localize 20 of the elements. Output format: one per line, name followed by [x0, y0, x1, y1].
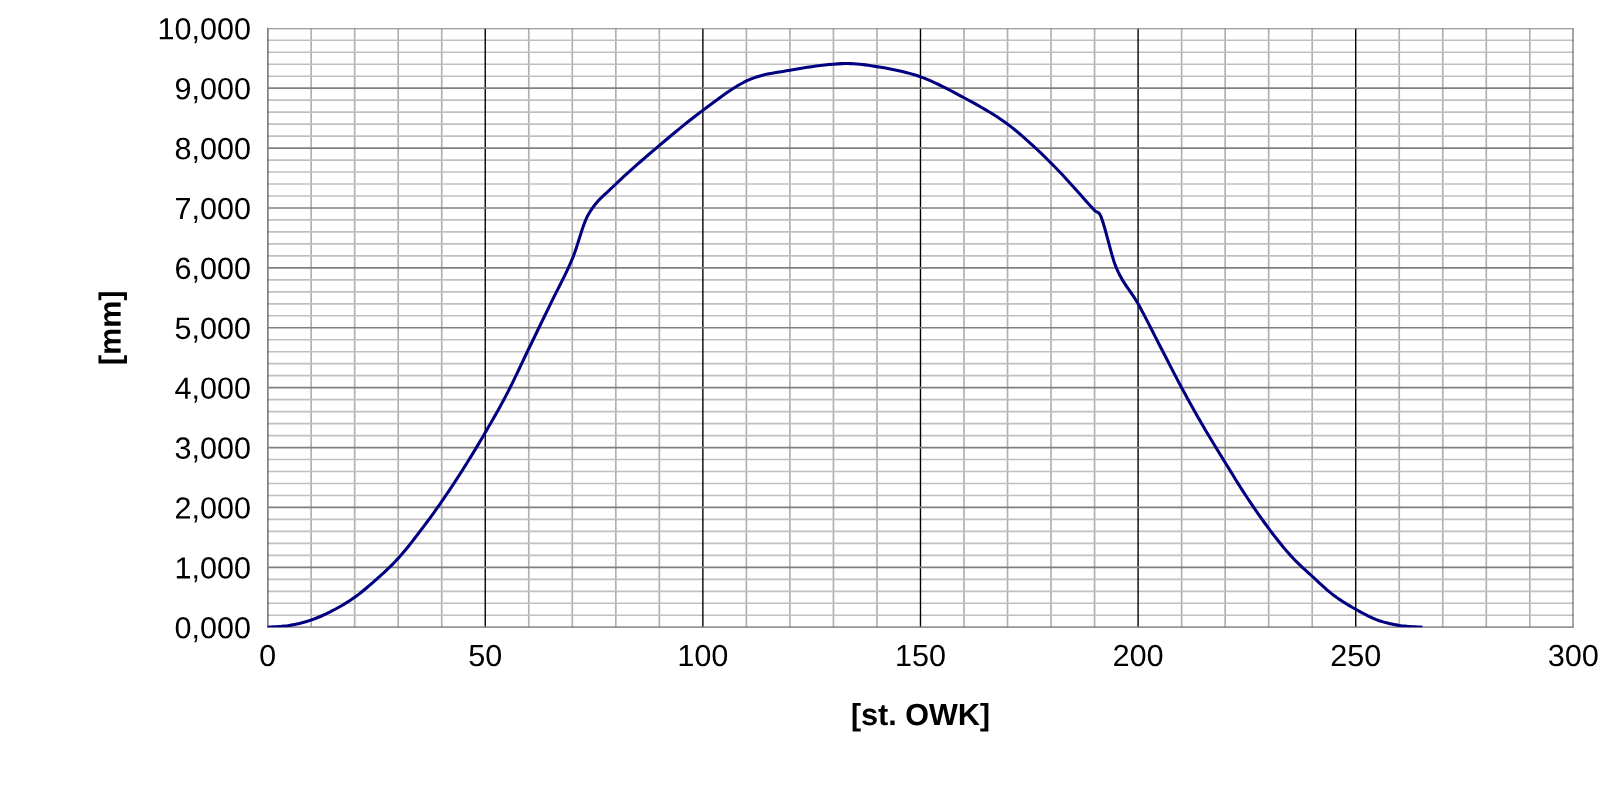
- y-tick-label: 7,000: [176, 197, 250, 223]
- x-tick-label: 50: [469, 644, 502, 667]
- y-tick-label: 5,000: [175, 317, 250, 343]
- x-tick-label: 250: [1331, 644, 1381, 667]
- x-tick-label: 200: [1114, 644, 1163, 667]
- x-tick-label: 150: [897, 644, 945, 667]
- y-tick-label: 8,000: [175, 137, 250, 164]
- y-tick-label: 4,000: [175, 377, 250, 403]
- x-tick-label: 100: [679, 644, 728, 667]
- y-tick-label: 2,000: [176, 497, 250, 523]
- x-axis-title: [st. OWK]: [852, 702, 989, 732]
- y-axis-title: [mm]: [98, 292, 127, 364]
- x-tick-label: 300: [1549, 644, 1598, 667]
- y-tick-label: 3,000: [175, 437, 250, 463]
- y-tick-label: 9,000: [175, 77, 250, 104]
- y-tick-label: 0,000: [175, 616, 250, 643]
- x-tick-label: 0: [260, 644, 275, 667]
- y-tick-label: 6,000: [176, 257, 250, 283]
- y-tick-label: 10,000: [159, 18, 250, 44]
- y-tick-label: 1,000: [176, 557, 250, 583]
